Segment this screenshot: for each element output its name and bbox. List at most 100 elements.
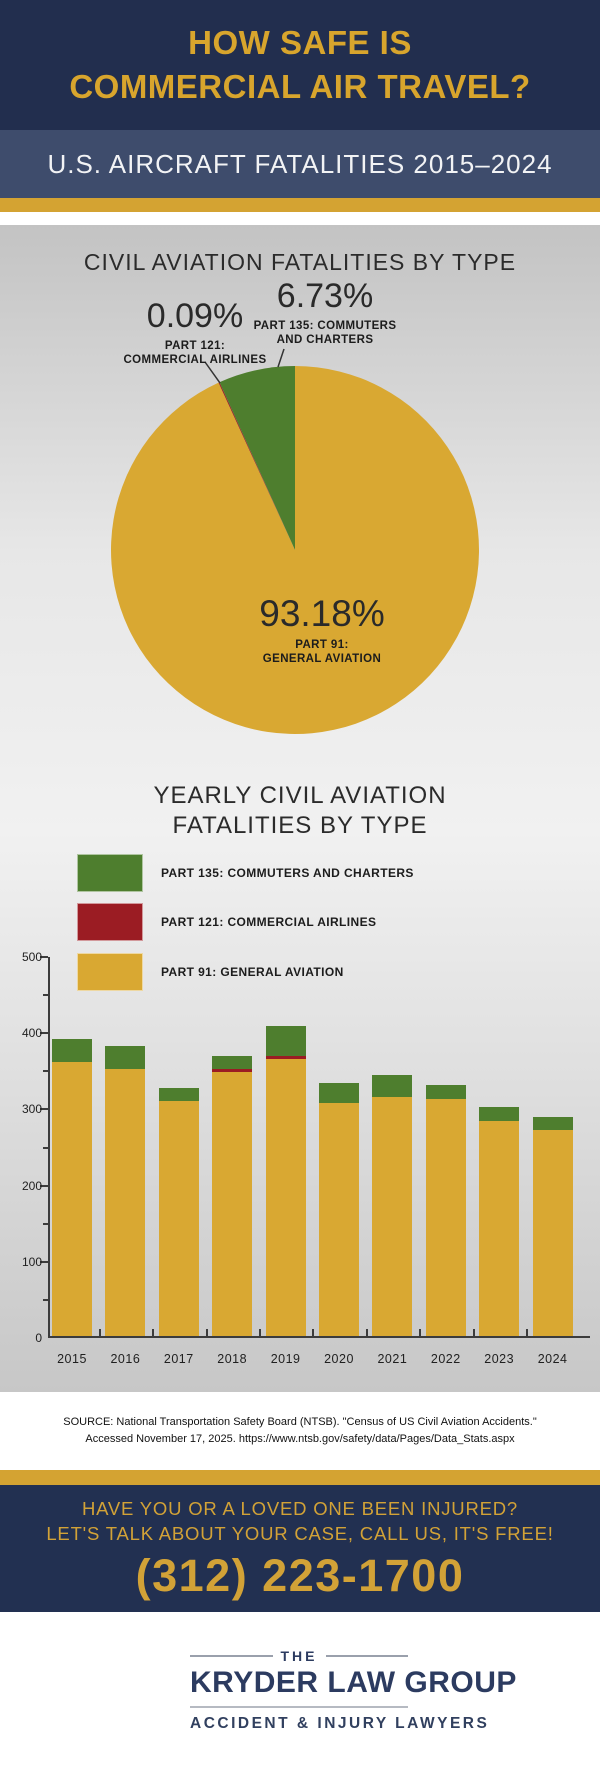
- legend-label-part91: PART 91: GENERAL AVIATION: [161, 965, 344, 979]
- bar-segment: [532, 1117, 573, 1130]
- cta-line1: HAVE YOU OR A LOVED ONE BEEN INJURED?: [81, 1497, 519, 1519]
- x-axis-year-label: 2019: [270, 1352, 301, 1366]
- y-axis-tick-minor: [43, 1222, 48, 1225]
- page-title-line2: COMMERCIAL AIR TRAVEL?: [69, 68, 531, 105]
- pie-callout-part121: 0.09% PART 121: COMMERCIAL AIRLINES: [95, 297, 295, 367]
- bar-segment: [105, 1069, 146, 1336]
- bar-segment: [479, 1121, 520, 1336]
- bar-segment: [265, 1056, 306, 1059]
- x-axis-year-label: 2016: [110, 1352, 141, 1366]
- y-axis-tick-minor: [43, 1070, 48, 1073]
- logo-section: THE KRYDER LAW GROUP ACCIDENT & INJURY L…: [0, 1612, 600, 1767]
- pie-slice: [218, 382, 295, 550]
- bar-segment: [372, 1096, 413, 1336]
- legend-swatch-red: [77, 903, 143, 941]
- y-axis-tick-major: [40, 1108, 48, 1111]
- logo-tagline: ACCIDENT & INJURY LAWYERS: [190, 1715, 490, 1732]
- legend-item-part91: PART 91: GENERAL AVIATION: [77, 953, 344, 991]
- bar-segment: [158, 1101, 199, 1336]
- y-axis-tick-minor: [43, 994, 48, 997]
- pie-label-part91: PART 91: GENERAL AVIATION: [262, 639, 382, 665]
- x-axis-tick: [205, 1329, 208, 1336]
- bar-segment: [265, 1058, 306, 1336]
- cta-line2: LET'S TALK ABOUT YOUR CASE, CALL US, IT'…: [46, 1522, 554, 1544]
- x-axis-line: [48, 1336, 590, 1338]
- bar-segment: [319, 1102, 359, 1336]
- pie-label-part135: PART 135: COMMUTERS AND CHARTERS: [253, 320, 397, 346]
- source-line2: Accessed November 17, 2025. https://www.…: [85, 1433, 515, 1445]
- bar-segment: [212, 1071, 253, 1336]
- legend-swatch-gold: [77, 953, 143, 991]
- x-axis-tick: [472, 1329, 475, 1336]
- y-axis-label: 400: [21, 1026, 42, 1041]
- y-axis-label: 100: [21, 1254, 42, 1269]
- y-axis-tick-major: [40, 956, 48, 958]
- pie-percent-part91: 93.18%: [259, 593, 385, 634]
- logo-the-row: THE: [190, 1648, 408, 1664]
- bar-segment: [319, 1083, 359, 1103]
- page-title-line1: HOW SAFE IS: [188, 24, 412, 61]
- y-axis-label: 300: [21, 1102, 42, 1117]
- logo-the-text: THE: [280, 1648, 318, 1664]
- x-axis-tick: [365, 1329, 368, 1336]
- bar-segment: [265, 1025, 306, 1057]
- pie-slice: [219, 366, 295, 550]
- x-axis-tick: [419, 1329, 422, 1336]
- bar-segment: [372, 1075, 413, 1097]
- x-axis-tick: [525, 1329, 528, 1336]
- x-axis-year-label: 2018: [217, 1352, 248, 1366]
- pie-percent-part135: 6.73%: [276, 277, 374, 315]
- pie-callout-part135: 6.73% PART 135: COMMUTERS AND CHARTERS: [225, 277, 425, 347]
- charts-panel: CIVIL AVIATION FATALITIES BY TYPE 0.09% …: [0, 225, 600, 1392]
- logo-rule-right: [325, 1655, 408, 1657]
- bar-segment: [425, 1099, 466, 1336]
- x-axis-year-label: 2015: [57, 1352, 87, 1366]
- footer-cta-banner: HAVE YOU OR A LOVED ONE BEEN INJURED? LE…: [0, 1485, 600, 1612]
- pie-chart-title: CIVIL AVIATION FATALITIES BY TYPE: [83, 249, 517, 275]
- bar-segment: [532, 1129, 573, 1336]
- phone-number: (312) 223-1700: [135, 1549, 465, 1601]
- bar-segment: [212, 1069, 253, 1072]
- kryder-law-group-logo: THE KRYDER LAW GROUP ACCIDENT & INJURY L…: [190, 1648, 516, 1733]
- bar-segment: [52, 1038, 92, 1062]
- bar-segment: [479, 1107, 520, 1122]
- subheader-banner: U.S. AIRCRAFT FATALITIES 2015–2024: [0, 130, 600, 198]
- stacked-bar-chart: 0 100 200 300 400 500 2015 2016 2017 2018 2019 2020…: [0, 950, 600, 1366]
- page-subtitle: U.S. AIRCRAFT FATALITIES 2015–2024: [47, 148, 553, 179]
- legend-swatch-green: [77, 854, 143, 892]
- x-axis-tick: [258, 1329, 261, 1336]
- logo-rule-left: [190, 1655, 273, 1657]
- y-axis-tick-major: [40, 1032, 48, 1035]
- x-axis-year-label: 2023: [484, 1352, 515, 1366]
- y-axis-tick-major: [40, 1184, 48, 1187]
- bar-segment: [52, 1061, 92, 1336]
- pie-callout-part91: 93.18% PART 91: GENERAL AVIATION: [222, 593, 422, 666]
- bar-segment: [212, 1056, 253, 1070]
- y-axis-label: 500: [21, 950, 42, 964]
- x-axis-tick: [152, 1329, 155, 1336]
- x-axis-tick: [98, 1329, 101, 1336]
- x-axis-year-label: 2020: [324, 1352, 354, 1366]
- legend-item-part121: PART 121: COMMERCIAL AIRLINES: [77, 903, 376, 941]
- legend-label-part121: PART 121: COMMERCIAL AIRLINES: [161, 915, 377, 929]
- gold-divider-top: [0, 198, 600, 212]
- bar-chart-title: YEARLY CIVIL AVIATION FATALITIES BY TYPE: [153, 782, 447, 839]
- page-title: HOW SAFE IS COMMERCIAL AIR TRAVEL?: [69, 21, 530, 109]
- cta-text: HAVE YOU OR A LOVED ONE BEEN INJURED? LE…: [46, 1496, 553, 1546]
- source-line1: SOURCE: National Transportation Safety B…: [63, 1416, 537, 1428]
- y-axis-tick-major: [40, 1260, 48, 1263]
- gold-divider-bottom: [0, 1470, 600, 1485]
- y-axis-label: 0: [35, 1331, 42, 1345]
- header-banner: HOW SAFE IS COMMERCIAL AIR TRAVEL?: [0, 0, 600, 130]
- y-axis-tick-minor: [43, 1298, 48, 1301]
- pie-leader-line: [204, 361, 221, 384]
- x-axis-year-label: 2022: [430, 1352, 461, 1366]
- x-axis-tick: [312, 1329, 315, 1336]
- y-axis-line: [48, 957, 50, 1338]
- x-axis-year-label: 2021: [377, 1352, 408, 1366]
- y-axis-label: 200: [21, 1178, 42, 1193]
- logo-divider-line: [190, 1706, 408, 1708]
- pie-slice: [111, 366, 480, 734]
- bar-segment: [158, 1088, 199, 1102]
